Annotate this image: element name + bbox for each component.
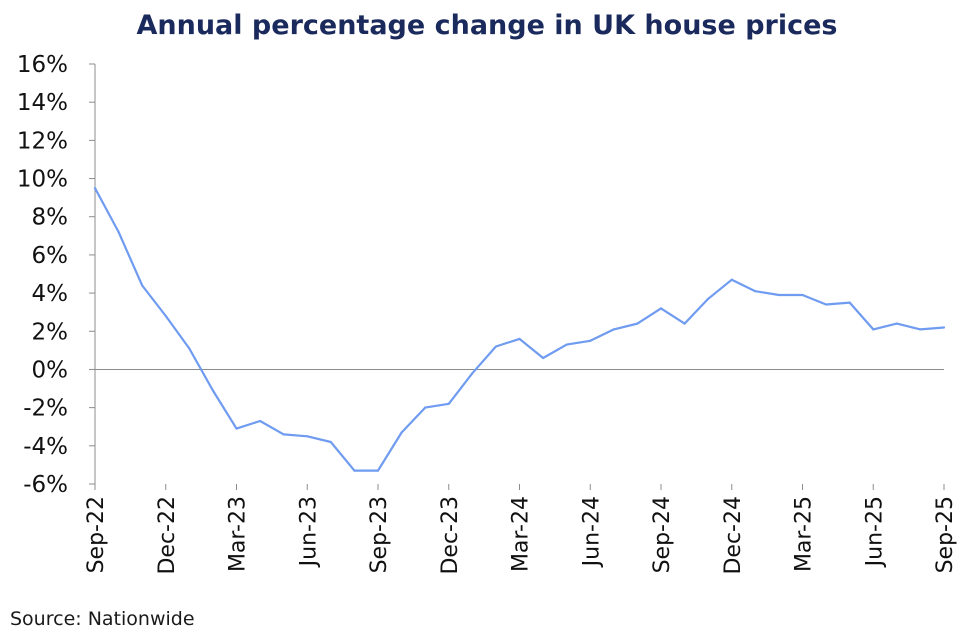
data-point xyxy=(659,307,663,310)
y-tick-label: -2% xyxy=(23,396,68,422)
y-tick-label: 0% xyxy=(32,357,69,383)
x-tick-label: Mar-25 xyxy=(792,496,817,572)
data-point xyxy=(424,406,427,409)
y-tick-label: 8% xyxy=(32,205,69,231)
x-tick-label: Sep-24 xyxy=(650,496,675,573)
x-tick-label: Jun-24 xyxy=(579,496,604,568)
data-point xyxy=(565,343,568,346)
x-tick-label: Jun-25 xyxy=(862,496,887,568)
data-point xyxy=(777,293,781,297)
series-line xyxy=(94,187,945,472)
data-point xyxy=(353,469,356,472)
data-point xyxy=(164,314,167,318)
data-point xyxy=(801,293,804,297)
data-point xyxy=(188,347,191,350)
y-tick-label: 12% xyxy=(17,128,68,154)
data-point xyxy=(211,389,215,392)
data-point xyxy=(895,322,898,325)
data-point xyxy=(518,337,521,341)
data-point xyxy=(824,303,828,306)
x-tick-label: Dec-24 xyxy=(721,496,746,575)
data-point xyxy=(235,427,238,430)
data-point xyxy=(541,356,545,360)
y-tick-label: 4% xyxy=(32,281,69,307)
y-tick-label: 6% xyxy=(32,243,69,269)
source-note: Source: Nationwide xyxy=(10,608,195,630)
data-point xyxy=(400,431,403,434)
y-tick-label: 14% xyxy=(17,90,68,116)
data-point xyxy=(93,186,97,190)
data-point xyxy=(730,278,733,281)
chart-title: Annual percentage change in UK house pri… xyxy=(136,10,838,41)
x-tick-label: Jun-23 xyxy=(296,496,321,568)
series-layer xyxy=(93,186,946,472)
y-tick-label: 2% xyxy=(32,319,69,345)
data-point xyxy=(258,419,262,423)
data-point xyxy=(612,328,615,331)
data-point xyxy=(141,284,144,287)
data-point xyxy=(306,435,309,438)
data-point xyxy=(754,290,757,293)
data-point xyxy=(683,322,686,325)
y-tick-label: 10% xyxy=(17,167,68,193)
data-point xyxy=(942,326,946,329)
data-point xyxy=(919,328,922,331)
x-axis: Sep-22 Dec-22 Mar-23 Jun-23 Sep-23 Dec-23 Mar-… xyxy=(84,368,958,575)
data-point xyxy=(707,297,710,300)
x-tick-label: Sep-23 xyxy=(367,496,392,573)
x-tick-label: Dec-23 xyxy=(438,496,463,575)
y-tick-label: 16% xyxy=(17,52,68,78)
data-point xyxy=(329,440,332,444)
y-axis: 16% 14% 12% 10% 8% 6% 4% 2% 0% -2% -4% -6% xyxy=(17,52,96,498)
data-point xyxy=(589,339,592,342)
data-point xyxy=(636,322,639,325)
data-point xyxy=(376,469,380,472)
data-point xyxy=(282,433,285,436)
data-point xyxy=(872,328,875,331)
x-tick-label: Dec-22 xyxy=(155,496,180,575)
data-point xyxy=(848,301,851,304)
data-point xyxy=(117,230,120,234)
x-tick-label: Mar-23 xyxy=(226,496,251,572)
x-tick-label: Sep-25 xyxy=(933,496,958,573)
x-tick-label: Mar-24 xyxy=(509,496,534,572)
x-tick-label: Sep-22 xyxy=(84,496,109,573)
data-point xyxy=(447,402,450,405)
data-point xyxy=(471,372,474,375)
y-tick-label: -6% xyxy=(23,472,68,498)
y-tick-label: -4% xyxy=(23,434,68,460)
data-point xyxy=(494,345,498,348)
